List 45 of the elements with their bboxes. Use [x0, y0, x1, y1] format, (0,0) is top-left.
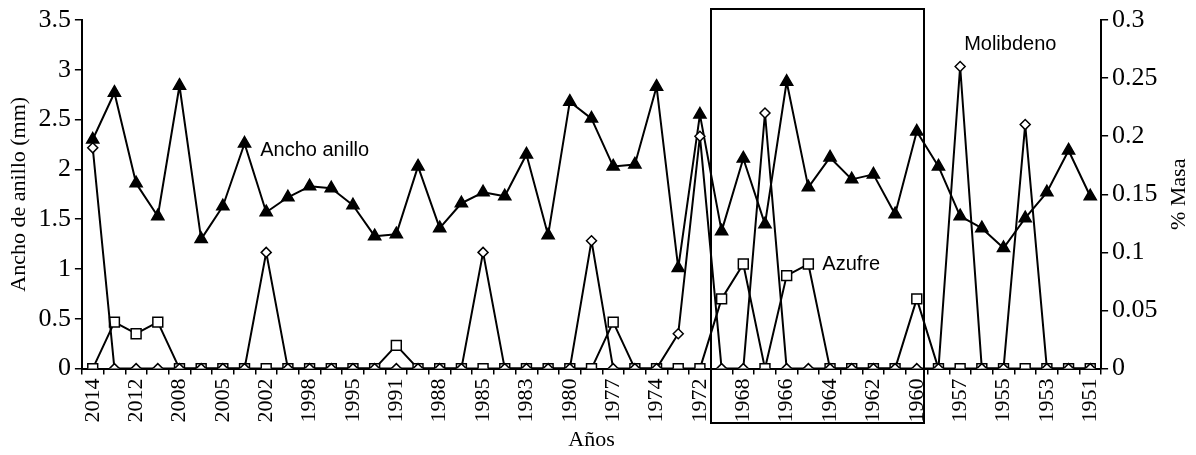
- series-label: Molibdeno: [964, 32, 1057, 54]
- y-tick-label: 3: [57, 53, 71, 83]
- y-tick-label: 0: [57, 352, 71, 382]
- y-tick-label: 1: [57, 252, 71, 282]
- x-tick-label: 1998: [295, 378, 321, 423]
- y2-tick-label: 0.05: [1112, 294, 1158, 324]
- y2-tick-label: 0.2: [1112, 120, 1145, 150]
- x-axis-title: Años: [568, 425, 615, 451]
- series-label: Azufre: [822, 251, 881, 274]
- x-tick-label: 1991: [382, 378, 408, 423]
- x-tick-label: 2005: [208, 378, 234, 423]
- x-tick-label: 1966: [772, 378, 798, 423]
- x-tick-label: 2008: [165, 378, 191, 423]
- y-tick-label: 2.5: [38, 103, 71, 133]
- x-tick-label: 1983: [512, 378, 538, 423]
- x-tick-label: 1957: [945, 378, 971, 423]
- x-tick-label: 1955: [989, 378, 1015, 423]
- y2-tick-label: 0: [1112, 352, 1126, 382]
- x-tick-label: 1964: [815, 378, 841, 423]
- x-tick-label: 1985: [468, 378, 494, 423]
- y2-tick-label: 0.1: [1112, 236, 1145, 266]
- y2-tick-label: 0.25: [1112, 61, 1158, 91]
- x-tick-label: 2002: [252, 378, 277, 423]
- x-tick-label: 1974: [642, 378, 668, 423]
- x-tick-label: 2012: [121, 378, 147, 423]
- x-tick-label: 1977: [598, 378, 624, 423]
- x-tick-label: 1962: [859, 378, 885, 423]
- x-tick-label: 1995: [338, 378, 364, 423]
- y2-tick-label: 0.15: [1112, 178, 1158, 208]
- x-tick-label: 1980: [555, 378, 581, 423]
- y-axis-title: Ancho de anillo (mm): [4, 96, 30, 292]
- x-tick-label: 1988: [425, 378, 451, 423]
- x-tick-label: 1951: [1076, 378, 1102, 423]
- y-tick-label: 0.5: [38, 302, 71, 332]
- y2-tick-label: 0.3: [1112, 3, 1145, 33]
- x-tick-label: 1960: [902, 378, 928, 423]
- x-tick-label: 1972: [685, 378, 711, 423]
- x-tick-label: 1968: [729, 378, 755, 423]
- y-tick-label: 2: [57, 153, 71, 183]
- x-tick-label: 2014: [78, 378, 104, 423]
- y2-axis-title: % Masa: [1164, 158, 1190, 231]
- series-label: Ancho anillo: [260, 137, 370, 160]
- y-tick-label: 3.5: [38, 3, 71, 33]
- x-tick-label: 1953: [1032, 378, 1058, 423]
- y-tick-label: 1.5: [38, 203, 71, 233]
